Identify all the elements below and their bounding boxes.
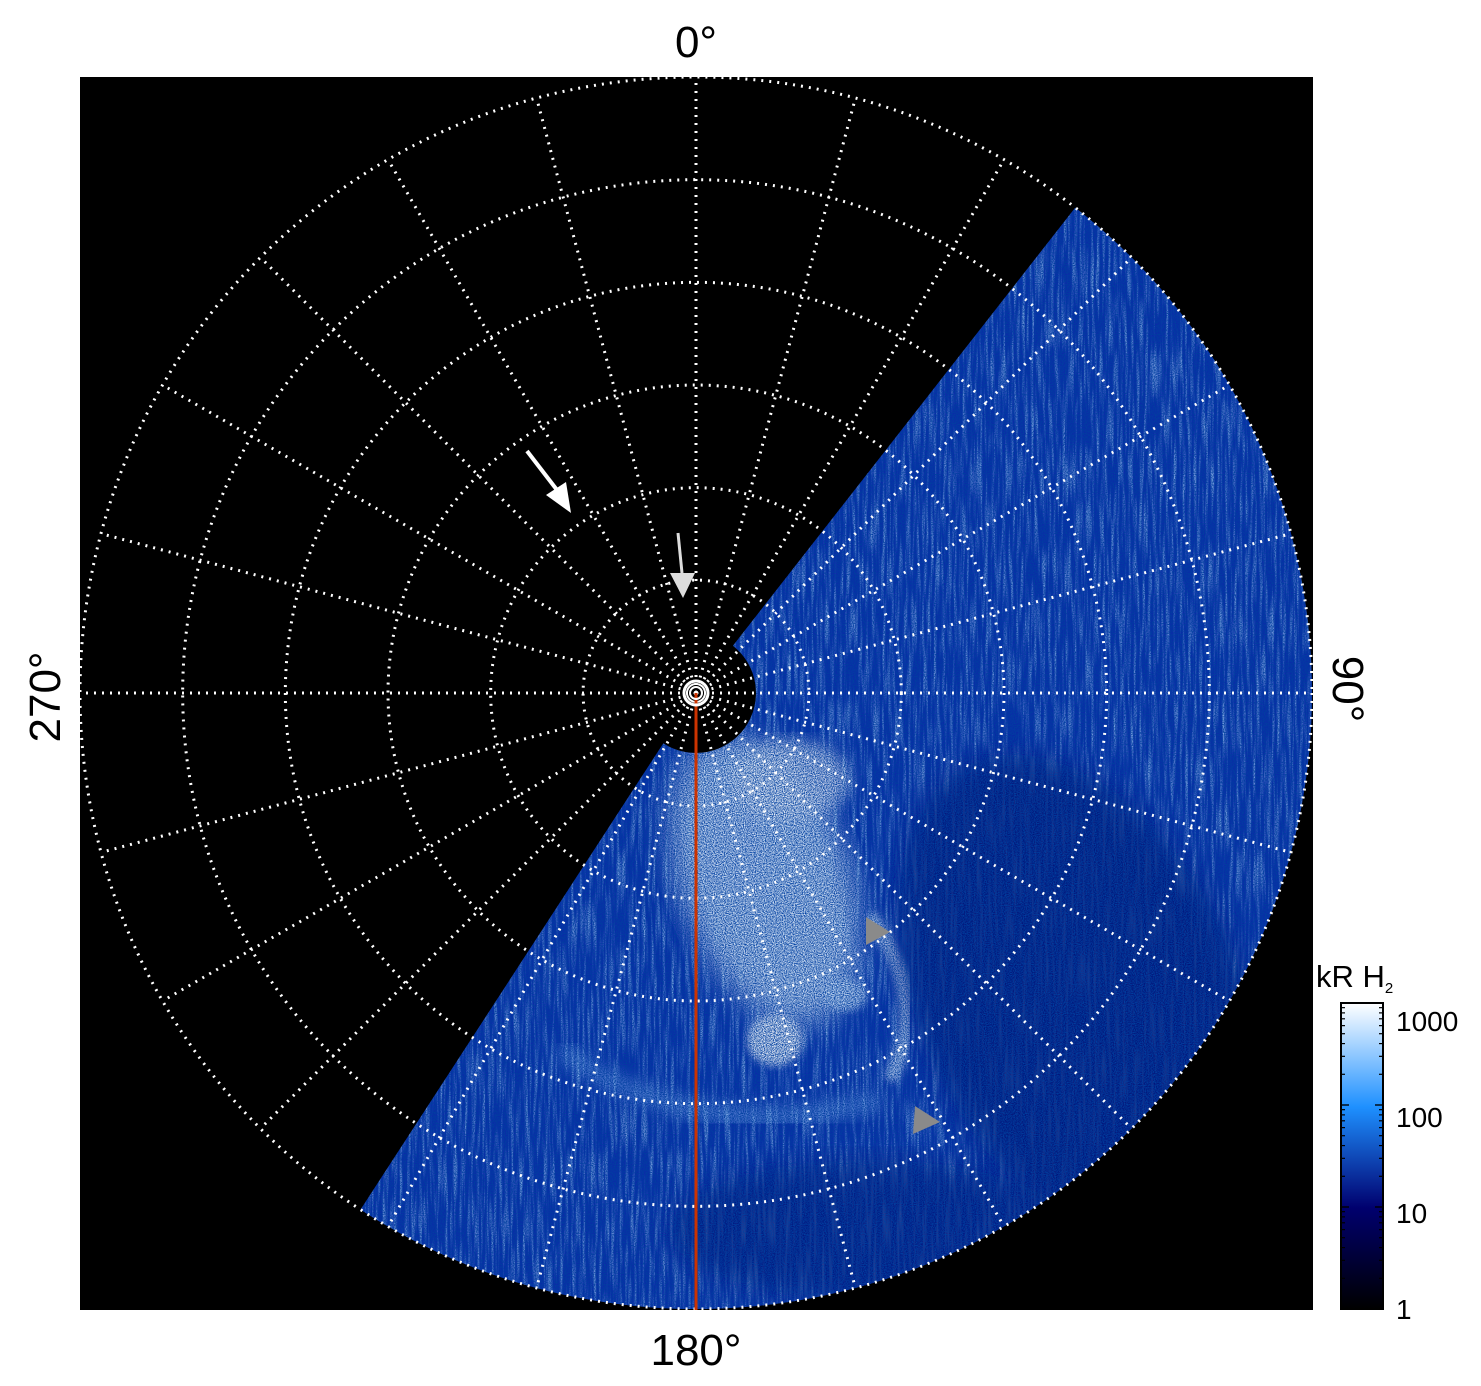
grid-meridian bbox=[695, 691, 1292, 854]
colorbar-title: kR H2 bbox=[1316, 959, 1393, 997]
grid-meridian bbox=[695, 691, 1231, 1003]
gray-arrowhead-icon-2 bbox=[913, 1106, 940, 1134]
gray-arrowhead-icon bbox=[866, 917, 890, 945]
grid-ring bbox=[386, 383, 1006, 1003]
grid-ring bbox=[80, 77, 1313, 1310]
label-top-0deg: 0° bbox=[675, 18, 717, 67]
grid-meridian bbox=[695, 383, 1231, 695]
grid-ring bbox=[283, 280, 1109, 1106]
grid-meridian bbox=[694, 692, 1006, 1228]
grid-meridian bbox=[161, 691, 697, 1003]
colorbar-title-subscript: 2 bbox=[1385, 980, 1393, 997]
pole-marker-inner bbox=[689, 686, 703, 700]
grid-meridian bbox=[386, 692, 698, 1228]
colorbar-ticks bbox=[1341, 1002, 1383, 1310]
grid-ring bbox=[489, 486, 903, 900]
grid-meridian bbox=[100, 532, 697, 695]
colorbar-tick-label-1: 1 bbox=[1396, 1294, 1412, 1325]
colorbar: kR H2 1000 100 10 1 bbox=[1316, 959, 1458, 1325]
grid-meridian bbox=[259, 691, 698, 1130]
grid-meridian bbox=[535, 97, 698, 694]
grid-meridian bbox=[694, 692, 857, 1289]
colorbar-title-text: kR H bbox=[1316, 959, 1385, 994]
pole-marker-outer bbox=[682, 679, 710, 707]
grid-meridian bbox=[535, 692, 698, 1289]
colorbar-tick-label-1000: 1000 bbox=[1396, 1006, 1458, 1037]
light-gray-arrow-icon bbox=[670, 532, 695, 598]
label-left-270deg: 270° bbox=[21, 651, 70, 742]
grid-meridian bbox=[161, 383, 697, 695]
white-arrow-icon bbox=[525, 449, 571, 513]
grid-meridian bbox=[100, 691, 697, 854]
grid-meridian bbox=[386, 158, 698, 694]
grid-meridian bbox=[694, 256, 1133, 695]
colorbar-tick-label-10: 10 bbox=[1396, 1198, 1427, 1229]
grid-meridian bbox=[694, 97, 857, 694]
grid-meridian bbox=[259, 256, 698, 695]
label-right-90deg: 90° bbox=[1323, 656, 1372, 723]
label-bottom-180deg: 180° bbox=[650, 1326, 741, 1375]
grid-meridian bbox=[694, 691, 1133, 1130]
grid-meridian bbox=[695, 532, 1292, 695]
colorbar-gradient bbox=[1340, 1002, 1384, 1310]
colorbar-tick-label-100: 100 bbox=[1396, 1102, 1443, 1133]
grid-meridian bbox=[694, 158, 1006, 694]
